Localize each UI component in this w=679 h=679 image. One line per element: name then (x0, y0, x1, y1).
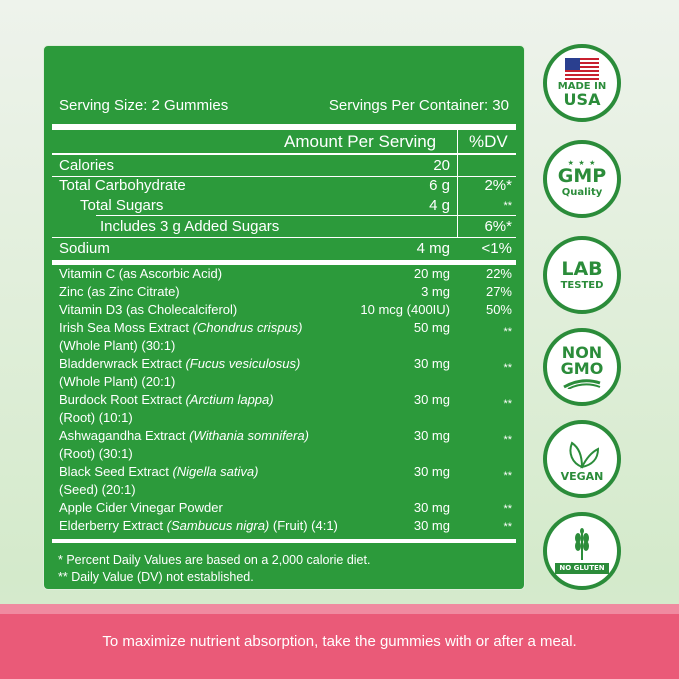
column-separator (457, 130, 458, 238)
usage-tip-banner: To maximize nutrient absorption, take th… (0, 604, 679, 679)
lab-tested-badge: LAB TESTED (543, 236, 621, 314)
divider (52, 153, 516, 155)
servings-per-container: Servings Per Container: 30 (328, 97, 509, 114)
field-icon (563, 379, 601, 389)
usage-tip-text: To maximize nutrient absorption, take th… (102, 633, 577, 650)
supplement-facts-panel: Serving Size: 2 Gummies Servings Per Con… (43, 45, 525, 590)
thick-divider (52, 124, 516, 130)
footnote-dv: * Percent Daily Values are based on a 2,… (58, 553, 371, 567)
us-flag-icon (565, 58, 599, 80)
vegan-badge: VEGAN (543, 420, 621, 498)
gmp-quality-badge: ★ ★ ★ GMP Quality (543, 140, 621, 218)
thick-divider (52, 539, 516, 543)
amount-header: Amount Per Serving (284, 132, 437, 151)
dv-header: %DV (469, 132, 508, 151)
made-in-usa-badge: MADE IN USA (543, 44, 621, 122)
non-gmo-badge: NON GMO (543, 328, 621, 406)
stars-icon: ★ ★ ★ (567, 159, 597, 167)
footnote-not-established: ** Daily Value (DV) not established. (58, 570, 254, 584)
no-gluten-badge: NO GLUTEN (543, 512, 621, 590)
thick-divider (52, 260, 516, 265)
wheat-icon (575, 528, 589, 560)
serving-size: Serving Size: 2 Gummies (59, 97, 229, 114)
leaf-icon (569, 440, 600, 468)
serving-info: Serving Size: 2 Gummies Servings Per Con… (59, 97, 509, 114)
